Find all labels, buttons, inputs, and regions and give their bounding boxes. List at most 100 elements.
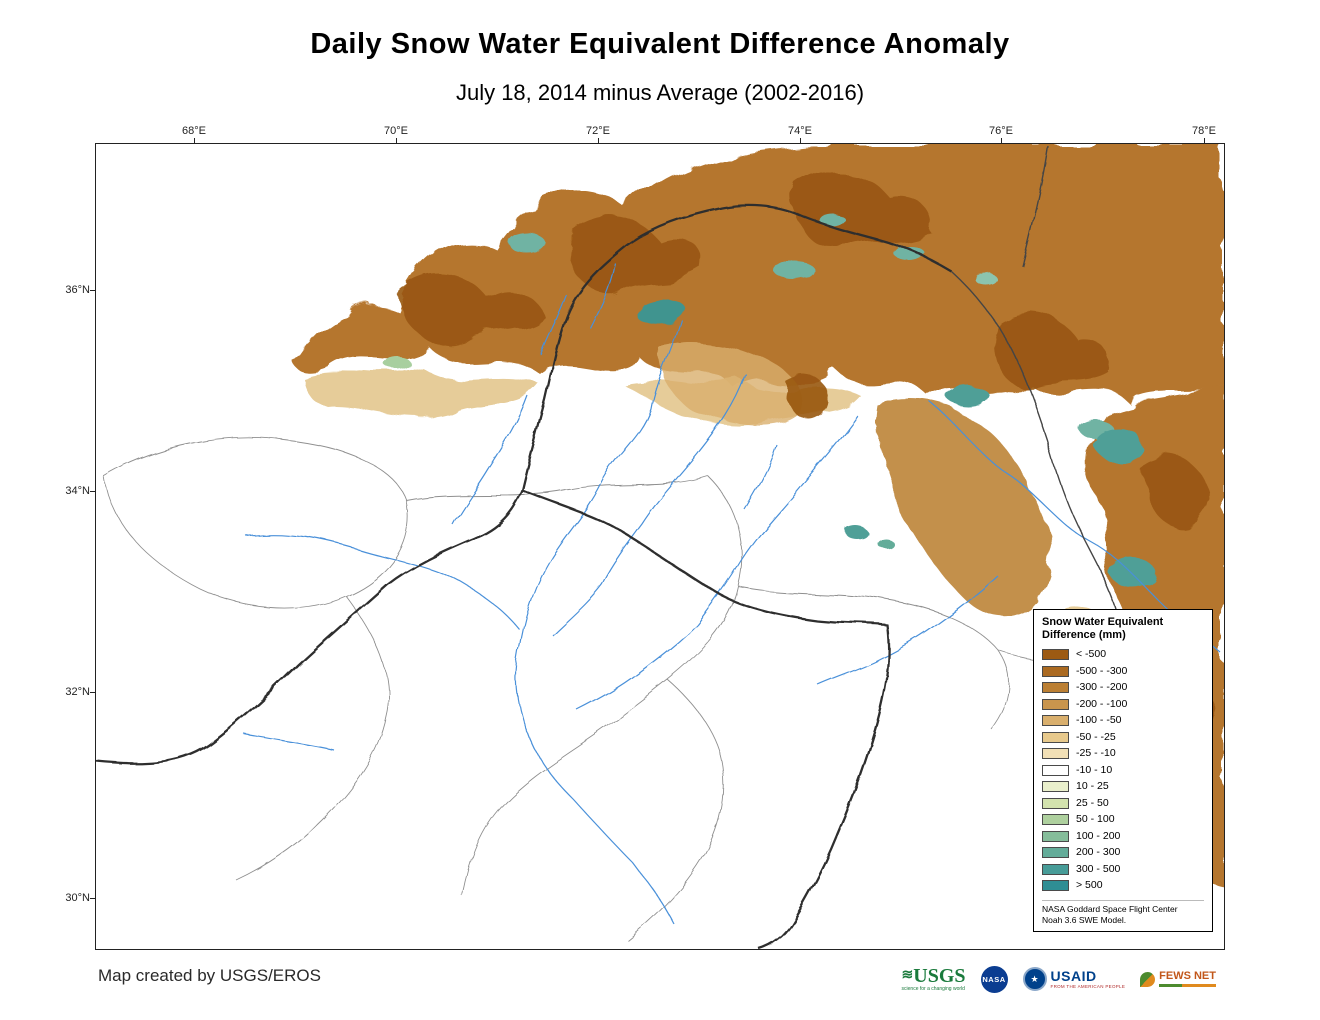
legend-item-label: -100 - -50 <box>1076 714 1122 727</box>
usaid-tagline: FROM THE AMERICAN PEOPLE <box>1050 983 1126 989</box>
legend-item: 25 - 50 <box>1042 795 1204 812</box>
legend-title-line1: Snow Water Equivalent <box>1042 616 1164 629</box>
legend-item: -500 - -300 <box>1042 663 1204 680</box>
agency-logos: ≋ USGS science for a changing world NASA… <box>902 960 1216 998</box>
legend-swatch <box>1042 715 1069 727</box>
usaid-text: USAID <box>1050 968 1097 984</box>
legend-item-label: > 500 <box>1076 879 1103 892</box>
fewsnet-tagline-bar <box>1159 984 1216 987</box>
axis-tick <box>194 138 195 144</box>
latitude-label: 30°N <box>65 892 90 904</box>
legend-item: -25 - -10 <box>1042 745 1204 762</box>
map-frame: 68°E 70°E 72°E 74°E 76°E 78°E 36°N 34°N … <box>65 125 1225 950</box>
legend-item: 100 - 200 <box>1042 828 1204 845</box>
legend-item-label: -10 - 10 <box>1076 763 1113 776</box>
usaid-logo: ★ USAID FROM THE AMERICAN PEOPLE <box>1022 967 1126 991</box>
legend-swatch <box>1042 863 1069 875</box>
legend-title: Snow Water Equivalent Difference (mm) <box>1042 616 1204 642</box>
axis-tick <box>90 290 96 291</box>
axis-tick <box>1001 138 1002 144</box>
legend-item: < -500 <box>1042 646 1204 663</box>
latitude-label: 36°N <box>65 284 90 296</box>
legend-item: 200 - 300 <box>1042 844 1204 861</box>
nasa-text: NASA <box>982 974 1006 984</box>
longitude-label: 70°E <box>384 125 408 137</box>
legend-swatch <box>1042 748 1069 760</box>
legend-item-label: -200 - -100 <box>1076 697 1128 710</box>
legend-item: 300 - 500 <box>1042 861 1204 878</box>
nasa-logo: NASA <box>980 965 1008 993</box>
longitude-label: 76°E <box>989 125 1013 137</box>
usgs-tagline: science for a changing world <box>901 986 965 992</box>
legend-swatch <box>1042 764 1069 776</box>
map-credit: Map created by USGS/EROS <box>98 966 321 985</box>
fewsnet-text: FEWS NET <box>1159 970 1216 982</box>
longitude-label: 74°E <box>788 125 812 137</box>
page-subtitle: July 18, 2014 minus Average (2002-2016) <box>455 80 865 105</box>
axis-tick <box>90 692 96 693</box>
legend-title-line2: Difference (mm) <box>1042 629 1126 642</box>
legend-swatch <box>1042 847 1069 859</box>
legend-item-label: -25 - -10 <box>1076 747 1116 760</box>
usgs-waves-icon: ≋ <box>901 968 914 983</box>
legend-swatch <box>1042 830 1069 842</box>
legend-note: NASA Goddard Space Flight Center Noah 3.… <box>1042 899 1204 926</box>
fewsnet-leaf-icon <box>1140 971 1156 987</box>
terrain-positive-layer <box>383 212 1158 591</box>
usaid-emblem-icon: ★ <box>1022 967 1047 991</box>
fewsnet-logo: FEWS NET <box>1140 971 1216 987</box>
legend-item-label: < -500 <box>1076 648 1107 661</box>
longitude-label: 78°E <box>1192 125 1216 137</box>
latitude-label: 34°N <box>65 485 90 497</box>
legend-item-label: 300 - 500 <box>1076 862 1121 875</box>
page-title: Daily Snow Water Equivalent Difference A… <box>310 28 1010 60</box>
legend-item-label: -500 - -300 <box>1076 664 1128 677</box>
axis-tick <box>396 138 397 144</box>
legend-item-label: -300 - -200 <box>1076 681 1128 694</box>
legend-item: -300 - -200 <box>1042 679 1204 696</box>
legend-item-label: 100 - 200 <box>1076 829 1121 842</box>
legend-note-line2: Noah 3.6 SWE Model. <box>1042 914 1127 925</box>
legend-item: 50 - 100 <box>1042 811 1204 828</box>
legend-swatch <box>1042 682 1069 694</box>
terrain-negative-layer <box>291 144 1224 886</box>
axis-tick <box>90 898 96 899</box>
watershed-boundaries-layer <box>103 436 1148 941</box>
legend-item-label: 50 - 100 <box>1076 813 1115 826</box>
latitude-label: 32°N <box>65 686 90 698</box>
legend-items: < -500 -500 - -300 -300 - -200 -200 - -1… <box>1042 646 1204 894</box>
map-canvas <box>96 144 1224 949</box>
usgs-text: USGS <box>913 965 966 987</box>
legend-swatch <box>1042 814 1069 826</box>
basin-boundary-layer <box>96 145 1118 949</box>
legend-item-label: 25 - 50 <box>1076 796 1109 809</box>
map-legend: Snow Water Equivalent Difference (mm) < … <box>1033 609 1213 932</box>
legend-item: 10 - 25 <box>1042 778 1204 795</box>
legend-item-label: 200 - 300 <box>1076 846 1121 859</box>
legend-item: -200 - -100 <box>1042 696 1204 713</box>
legend-swatch <box>1042 649 1069 661</box>
legend-item: -50 - -25 <box>1042 729 1204 746</box>
longitude-label: 68°E <box>182 125 206 137</box>
usgs-logo: ≋ USGS science for a changing world <box>902 966 966 992</box>
axis-tick <box>598 138 599 144</box>
legend-swatch <box>1042 731 1069 743</box>
usaid-wordmark: USAID FROM THE AMERICAN PEOPLE <box>1051 969 1126 989</box>
fewsnet-wordmark: FEWS NET <box>1159 971 1216 987</box>
anomaly-map-svg <box>96 144 1224 949</box>
legend-swatch <box>1042 880 1069 892</box>
legend-item: > 500 <box>1042 877 1204 894</box>
axis-tick <box>90 491 96 492</box>
legend-item: -10 - 10 <box>1042 762 1204 779</box>
legend-item-label: 10 - 25 <box>1076 780 1109 793</box>
axis-tick <box>800 138 801 144</box>
legend-swatch <box>1042 781 1069 793</box>
legend-swatch <box>1042 797 1069 809</box>
usgs-wordmark: ≋ USGS <box>902 966 966 986</box>
legend-note-line1: NASA Goddard Space Flight Center <box>1042 903 1178 914</box>
legend-item-label: -50 - -25 <box>1076 730 1116 743</box>
legend-item: -100 - -50 <box>1042 712 1204 729</box>
axis-tick <box>1204 138 1205 144</box>
longitude-label: 72°E <box>586 125 610 137</box>
legend-swatch <box>1042 698 1069 710</box>
